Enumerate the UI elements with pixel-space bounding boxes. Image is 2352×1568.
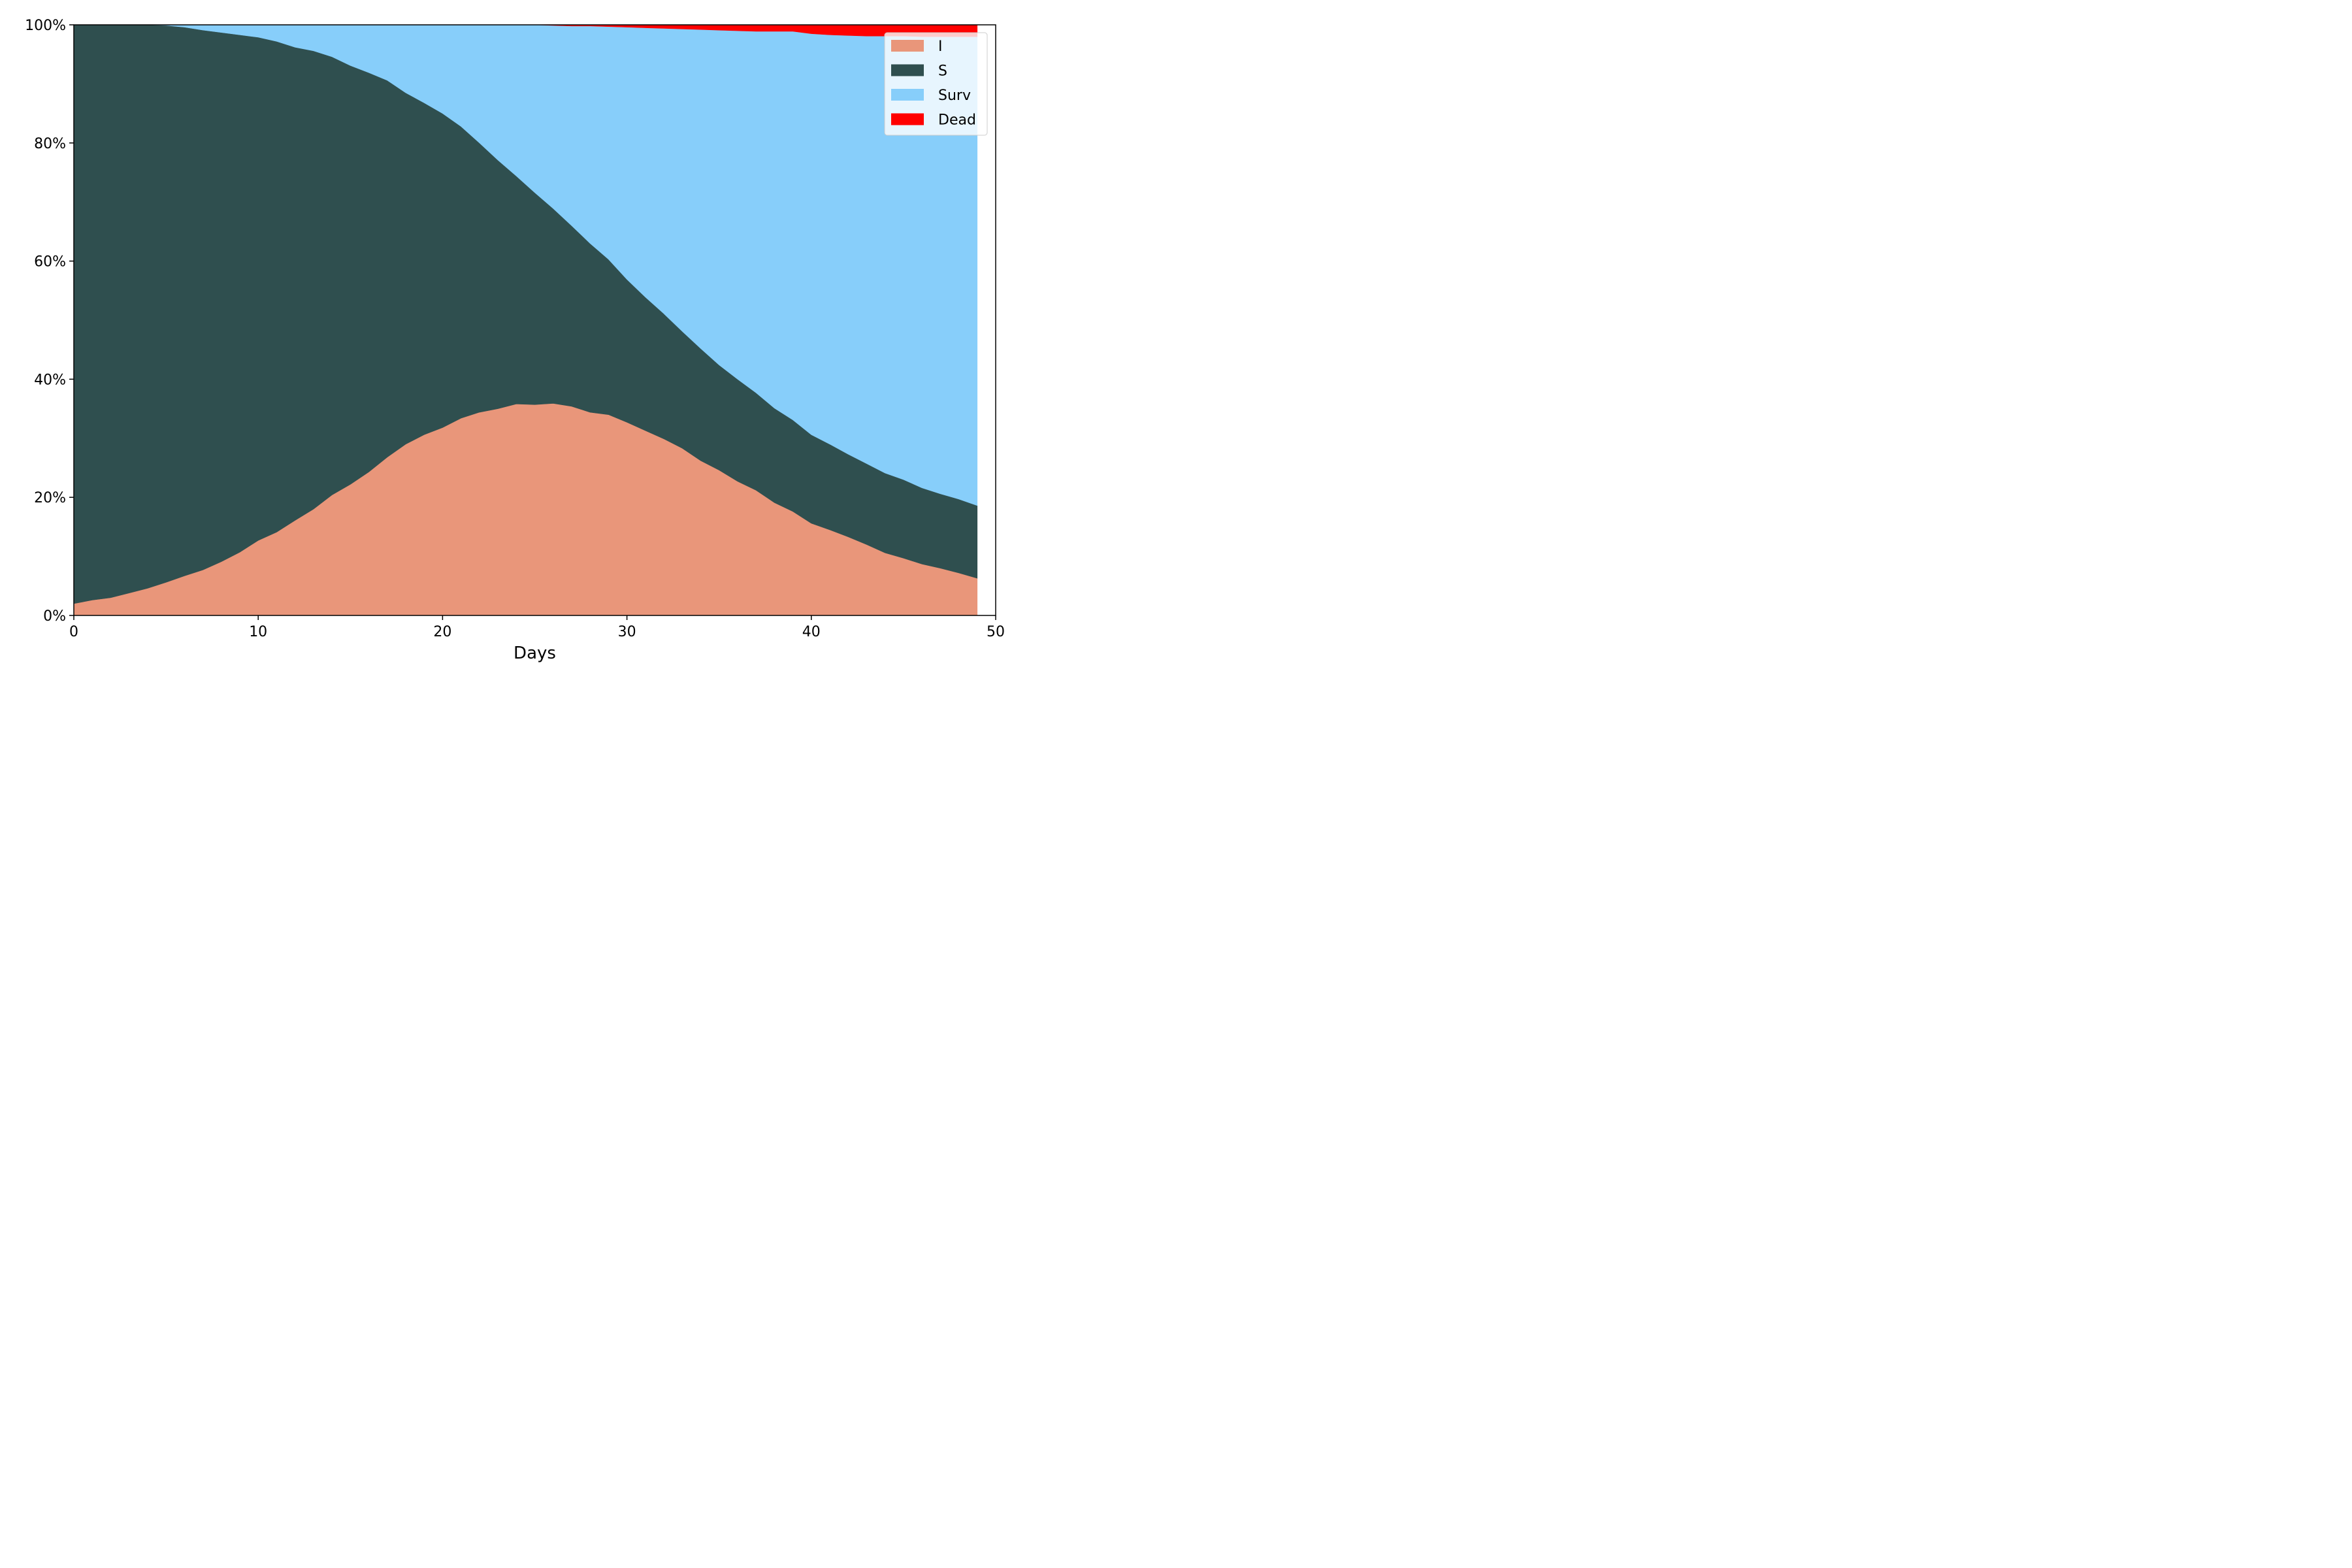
legend-box [884,32,988,136]
legend-label-surv: Surv [938,88,971,104]
x-tick-label: 50 [987,624,1005,640]
y-tick-label: 60% [34,254,66,270]
legend-swatch-dead [891,113,924,125]
y-axis: 0% 20% 40% 60% 80% 100% [25,18,74,625]
x-tick-label: 0 [69,624,78,640]
legend: IS Surv Dead [884,32,988,136]
x-tick-label: 10 [249,624,267,640]
x-tick-label: 30 [618,624,636,640]
legend-label-i: I [938,39,943,55]
y-tick-label: 20% [34,490,66,506]
x-tick-label: 20 [433,624,451,640]
x-axis: 0 10 20 30 40 50 [69,615,1005,640]
x-tick-label: 40 [802,624,821,640]
legend-swatch-i [891,40,924,52]
legend-label-s: S [938,63,947,80]
stacked-area-chart: 0 10 20 30 40 50 0% 20% 40% 60% 80% 100% Days IS Su… [0,0,1019,679]
legend-swatch-surv [891,89,924,101]
legend-swatch-s [891,64,924,76]
area-layers [73,24,978,616]
y-tick-label: 80% [34,136,66,152]
y-tick-label: 40% [34,372,66,388]
plot-frame [73,24,996,616]
y-tick-label: 0% [43,608,66,625]
legend-label-dead: Dead [938,112,976,129]
y-tick-label: 100% [25,18,66,34]
x-axis-title: Days [514,644,556,663]
